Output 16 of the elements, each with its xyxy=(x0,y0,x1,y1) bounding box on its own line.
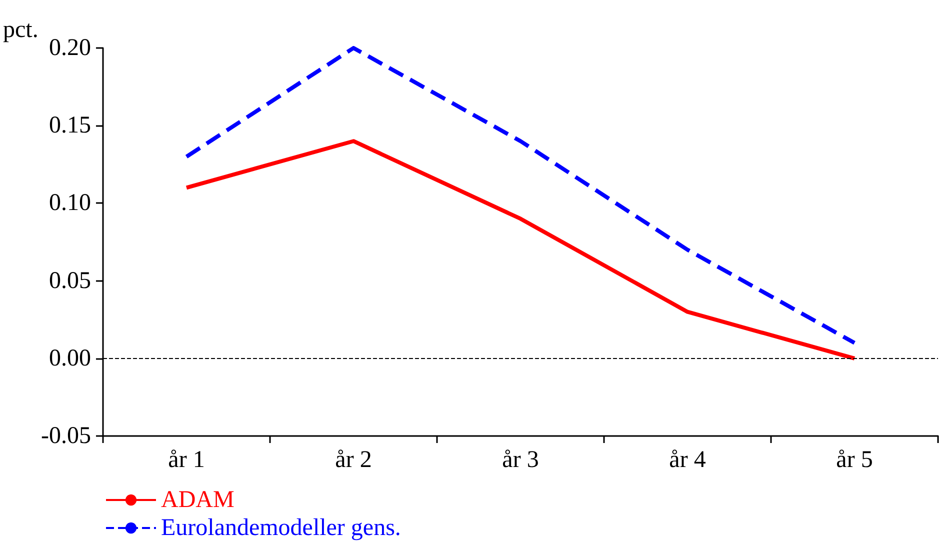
x-tick-label: år 1 xyxy=(168,447,205,473)
y-tick-label: 0.00 xyxy=(49,345,91,372)
x-tick-label: år 5 xyxy=(836,447,873,473)
line-series xyxy=(184,46,856,345)
legend-label: Eurolandemodeller gens. xyxy=(161,515,401,541)
y-tick-label: 0.15 xyxy=(49,112,91,139)
x-tick-label: år 4 xyxy=(669,447,706,473)
y-tick-label: 0.05 xyxy=(49,268,91,294)
y-tick-label: 0.20 xyxy=(49,35,91,61)
y-tick-label: -0.05 xyxy=(41,423,91,449)
line-series xyxy=(184,139,856,360)
y-tick-label: 0.10 xyxy=(49,190,91,216)
x-tick-label: år 3 xyxy=(502,447,539,473)
x-tick-label: år 2 xyxy=(335,447,372,473)
y-axis-title: pct. xyxy=(3,17,38,43)
legend-label: ADAM xyxy=(161,487,234,513)
